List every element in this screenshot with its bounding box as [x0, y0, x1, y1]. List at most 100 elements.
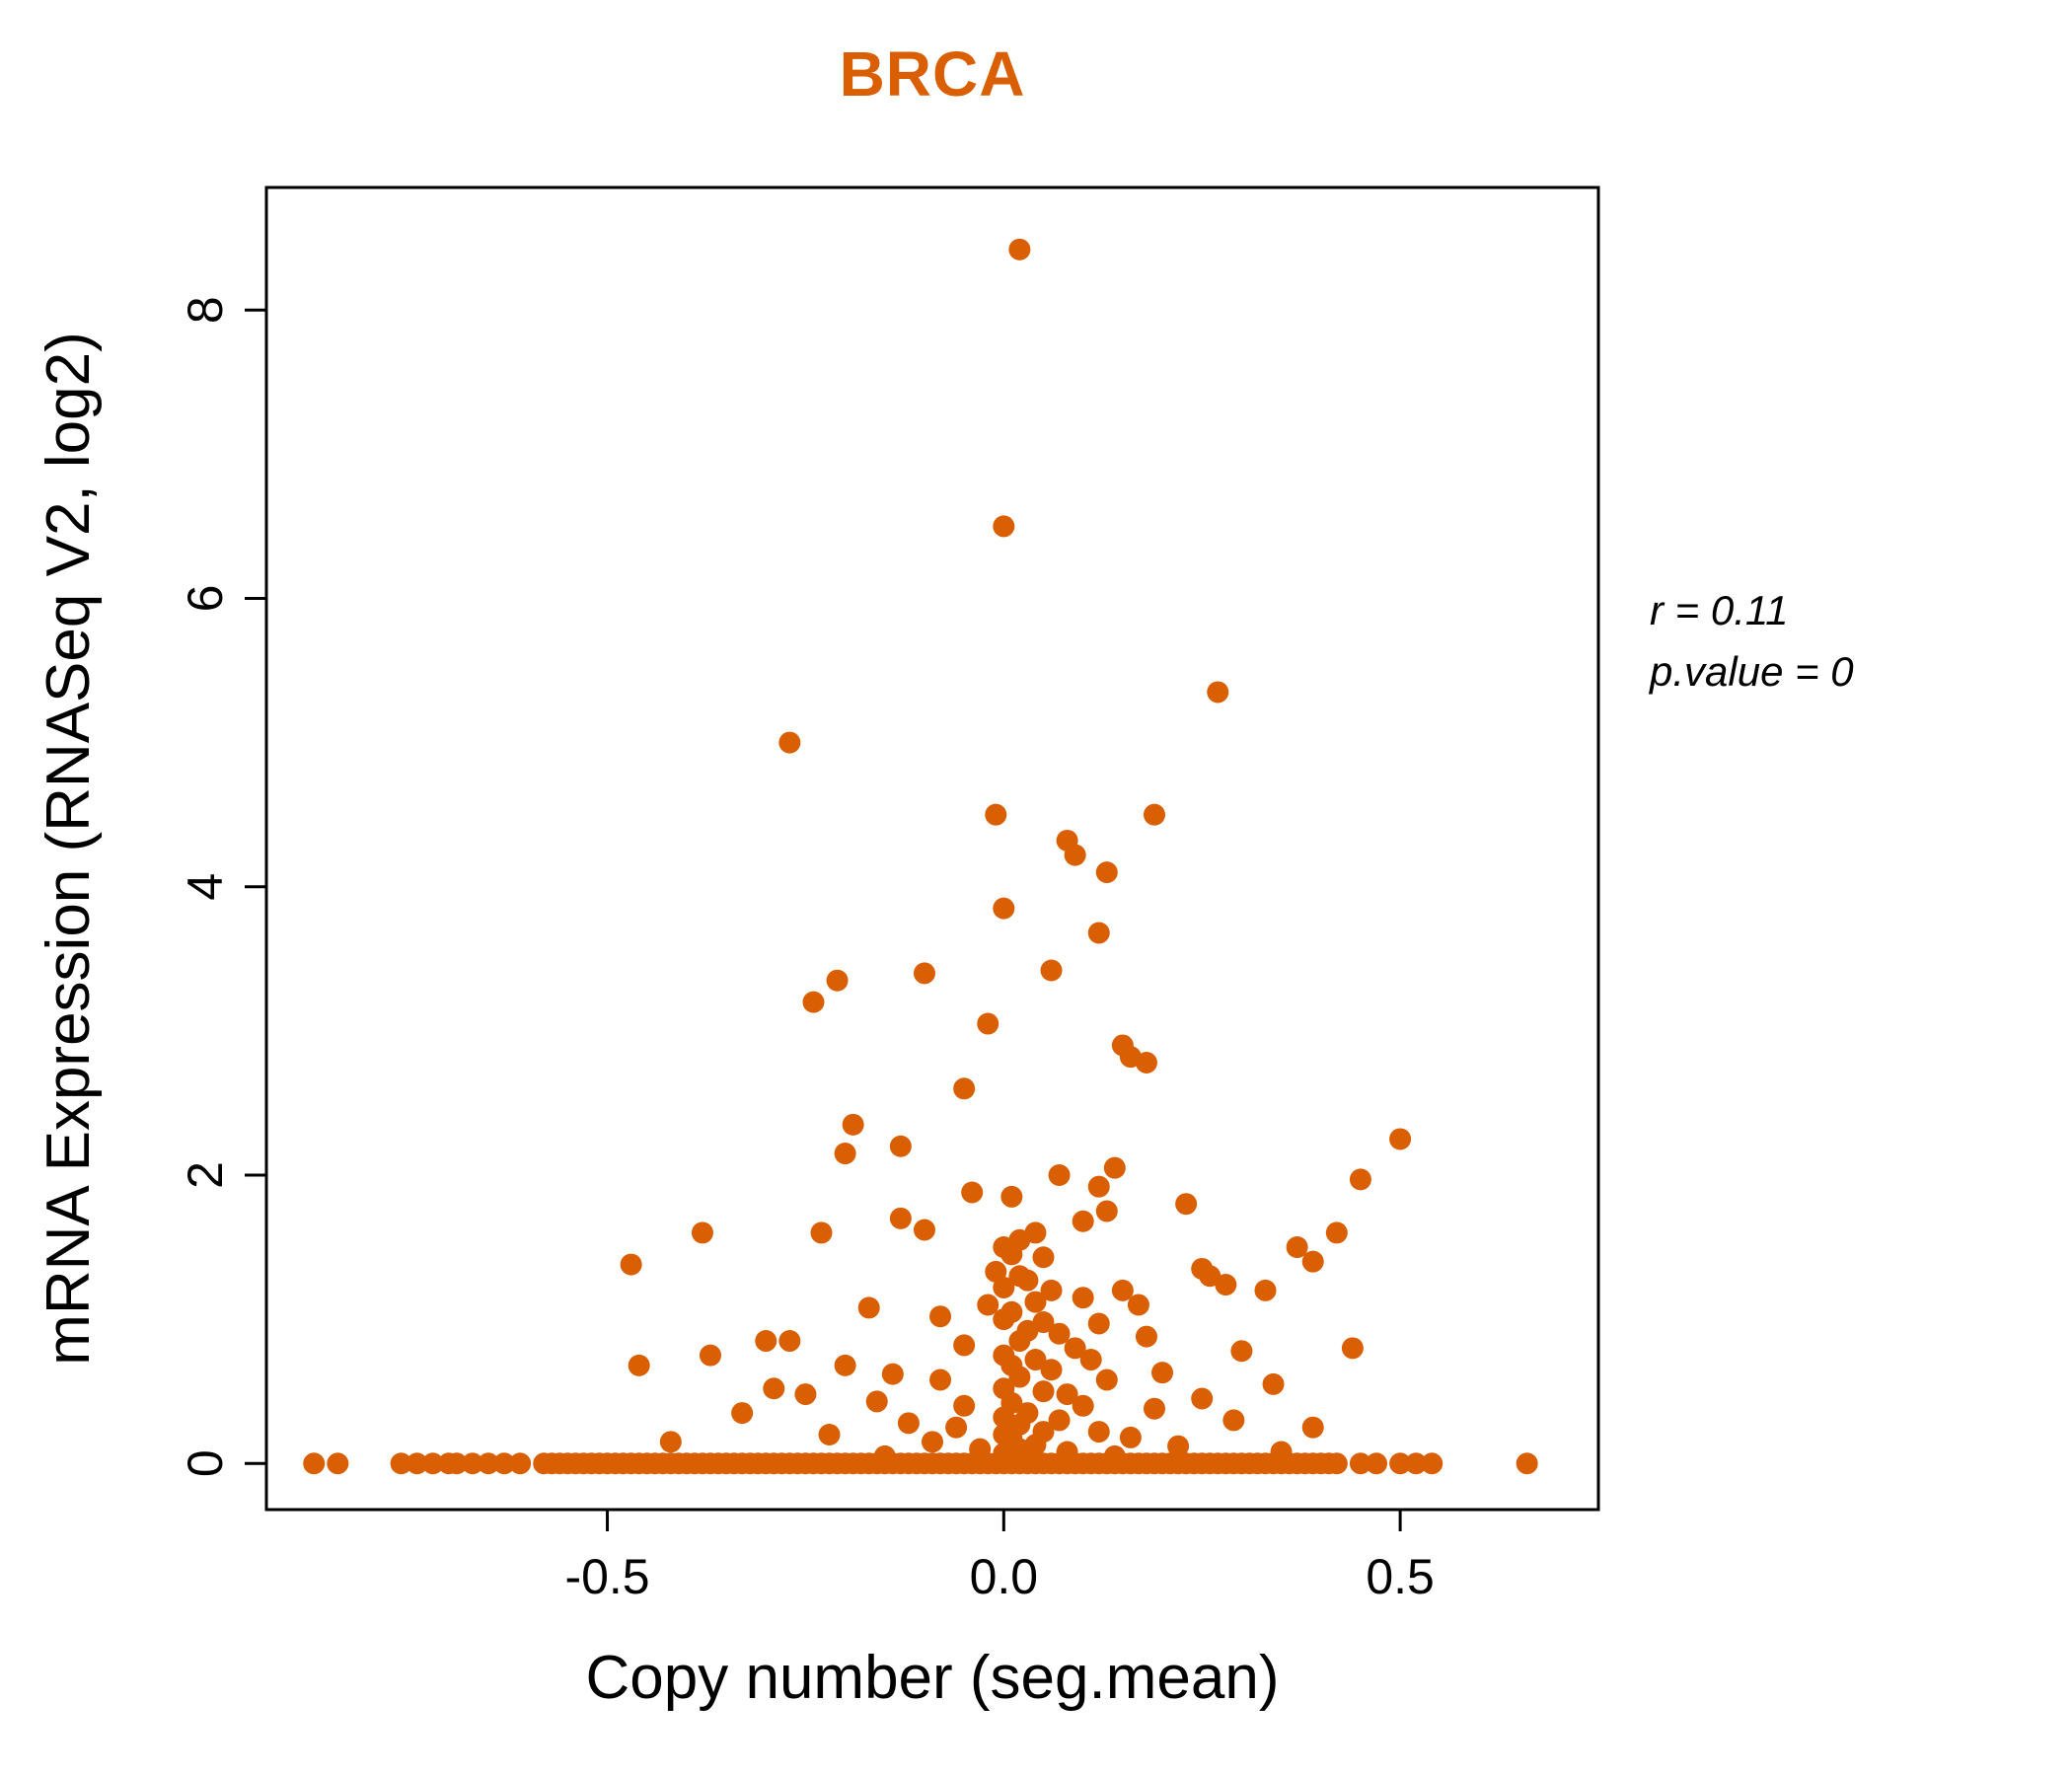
scatter-point: [857, 1296, 880, 1319]
scatter-point: [763, 1377, 785, 1400]
scatter-point: [1215, 1274, 1237, 1296]
scatter-point: [889, 1135, 912, 1157]
scatter-point: [1064, 844, 1086, 866]
scatter-point: [1325, 1452, 1348, 1475]
scatter-point: [1072, 1287, 1094, 1309]
plot-box: [264, 185, 1600, 1512]
scatter-point: [493, 1452, 516, 1475]
scatter-point: [897, 1412, 920, 1435]
scatter-point: [1119, 1426, 1142, 1448]
scatter-point: [993, 515, 1015, 538]
annotation-p-value: p.value = 0: [1650, 648, 1854, 695]
scatter-point: [818, 1424, 841, 1446]
scatter-point: [889, 1207, 912, 1229]
scatter-point: [1421, 1452, 1443, 1475]
scatter-point: [953, 1394, 976, 1417]
scatter-point: [913, 1219, 935, 1241]
scatter-point: [1301, 1250, 1324, 1273]
scatter-point: [461, 1452, 483, 1475]
scatter-point: [953, 1077, 976, 1100]
scatter-point: [1032, 1311, 1055, 1334]
scatter-point: [1008, 1330, 1031, 1353]
scatter-point: [913, 962, 935, 985]
scatter-point: [445, 1452, 468, 1475]
scatter-point: [810, 1221, 833, 1244]
x-tick-label: 0.0: [970, 1549, 1039, 1604]
scatter-point: [1024, 1291, 1047, 1313]
scatter-point: [969, 1438, 992, 1460]
scatter-point: [1254, 1279, 1277, 1301]
scatter-point: [390, 1452, 412, 1475]
scatter-point: [1270, 1441, 1293, 1463]
scatter-point: [1024, 1349, 1047, 1371]
y-tick-label: 6: [178, 585, 233, 613]
scatter-point: [1040, 959, 1063, 982]
scatter-point: [881, 1363, 904, 1385]
scatter-point: [1087, 1421, 1110, 1443]
scatter-point: [977, 1294, 999, 1316]
scatter-point: [1040, 1359, 1063, 1381]
scatter-point: [1262, 1372, 1285, 1395]
scatter-point: [421, 1452, 444, 1475]
scatter-point: [993, 1308, 1015, 1331]
scatter-point: [1405, 1452, 1428, 1475]
scatter-point: [1111, 1279, 1134, 1301]
y-tick-label: 2: [178, 1161, 233, 1189]
scatter-point: [731, 1402, 754, 1425]
scatter-point: [1103, 1444, 1126, 1467]
scatter-point: [1032, 1380, 1055, 1403]
scatter-point: [1389, 1128, 1412, 1150]
scatter-point: [1087, 922, 1110, 944]
annotation-r-value: r = 0.11: [1650, 587, 1789, 633]
scatter-point: [1072, 1394, 1094, 1417]
scatter-point: [929, 1305, 952, 1328]
scatter-point: [929, 1369, 952, 1391]
scatter-point: [1151, 1362, 1174, 1384]
scatter-point: [993, 897, 1015, 920]
scatter-point: [1087, 1175, 1110, 1198]
scatter-point: [1144, 1397, 1165, 1420]
scatter-point: [993, 1276, 1015, 1298]
scatter-point: [628, 1354, 650, 1376]
scatter-point: [842, 1113, 864, 1136]
scatter-point: [778, 1330, 801, 1353]
scatter-point: [993, 1443, 1015, 1465]
y-tick-label: 0: [178, 1449, 233, 1477]
scatter-point: [1048, 1409, 1071, 1432]
scatter-point: [620, 1253, 642, 1276]
scatter-point: [1325, 1221, 1348, 1244]
scatter-point: [1000, 1185, 1023, 1208]
scatter-point: [985, 803, 1007, 826]
scatter-point: [1079, 1349, 1102, 1371]
scatter-point: [1064, 1337, 1086, 1360]
scatter-point: [478, 1452, 499, 1475]
scatter-point: [303, 1452, 326, 1475]
chart-title: BRCA: [839, 38, 1026, 110]
y-tick-label: 8: [178, 296, 233, 324]
scatter-point: [778, 731, 801, 754]
scatter-point: [1048, 1163, 1071, 1186]
scatter-point: [1127, 1294, 1149, 1316]
scatter-point: [1175, 1193, 1198, 1216]
scatter-point: [1135, 1052, 1157, 1074]
scatter-point: [1072, 1210, 1094, 1232]
scatter-point: [1349, 1452, 1371, 1475]
scatter-point: [1199, 1265, 1221, 1288]
scatter-point: [1516, 1452, 1538, 1475]
stats-annotation: r = 0.11 p.value = 0: [1650, 580, 1854, 703]
scatter-point: [659, 1431, 682, 1453]
scatter-point: [1135, 1325, 1157, 1348]
scatter-point: [755, 1330, 777, 1353]
scatter-point: [1144, 803, 1165, 826]
x-tick-label: -0.5: [564, 1549, 649, 1604]
x-tick-label: 0.5: [1366, 1549, 1435, 1604]
scatter-point: [1230, 1340, 1253, 1363]
scatter-point: [1040, 1279, 1063, 1301]
scatter-point: [1048, 1322, 1071, 1345]
scatter-point: [1366, 1452, 1387, 1475]
scatter-point: [1095, 1200, 1118, 1222]
scatter-point: [406, 1452, 428, 1475]
scatter-point: [1349, 1168, 1371, 1191]
